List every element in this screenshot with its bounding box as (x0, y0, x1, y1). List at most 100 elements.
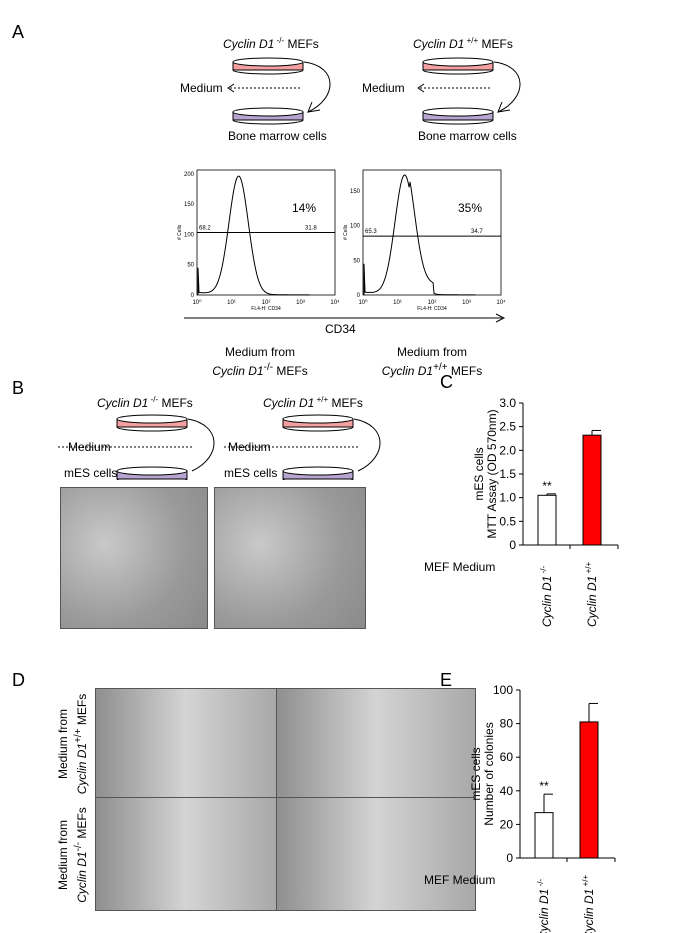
y-axis-label: MTT Assay (OD 570nm) (485, 409, 499, 538)
dish-icon (282, 414, 354, 424)
y-tick-label: 50 (353, 258, 360, 264)
bottom-label: Bone marrow cells (228, 129, 327, 143)
plate-wildtype-medium (95, 688, 277, 798)
bar-2 (582, 434, 602, 546)
bar-1 (534, 812, 554, 859)
panel-label-e: E (440, 670, 453, 690)
d-label-mefs: MEFs (75, 693, 89, 726)
significance-label: ** (539, 779, 549, 793)
colonies-wildtype-medium (276, 688, 476, 798)
cd34-label: CD34 (325, 322, 356, 336)
bar-1 (537, 494, 557, 546)
caption-right: Medium from Cyclin D1+/+ MEFs (362, 345, 502, 379)
x-axis-label: MEF Medium (424, 873, 495, 887)
x-axis-label: FL4-H: CD34 (417, 306, 447, 312)
micrograph-wildtype (214, 487, 366, 629)
y-axis-label: mES cells (472, 447, 486, 500)
flow-histograms: 0 50 100 150 200 10⁰ 10¹ 10² 10³ 10⁴ FL4-H: CD34 # … (177, 169, 506, 312)
caption-sup: -/- (263, 362, 274, 373)
x-tick-label: 10² (428, 300, 437, 306)
chart-c: 0 0.5 1.0 1.5 2.0 2.5 3.0 mES cells MTT Assay (O… (424, 396, 619, 627)
caption-sup: +/+ (433, 362, 448, 373)
y-tick-label: 3.0 (499, 396, 516, 410)
schematics: Cyclin D1 -/- MEFs Medium Bone marrow cell… (57, 36, 521, 480)
y-tick-label: 0 (357, 293, 361, 299)
dish-icon (116, 466, 188, 476)
y-tick-label: 150 (184, 202, 195, 208)
x-tick-label: 10⁰ (358, 299, 368, 306)
panel-label-b: B (12, 378, 25, 398)
y-axis-label: # Cells (177, 224, 183, 240)
caption-text: Medium from (396, 345, 467, 359)
medium-label: Medium (228, 440, 271, 454)
x-tick-label: 10⁰ (192, 299, 202, 306)
gate-right-value: 34.7 (471, 229, 483, 235)
dish-icon (282, 466, 354, 476)
y-tick-label: 80 (500, 717, 514, 731)
schematic-title: Cyclin D1 +/+ MEFs (413, 36, 513, 51)
plate-knockout-medium (95, 797, 277, 911)
colonies-knockout-medium (276, 797, 476, 911)
x-axis-label: FL4-H: CD34 (251, 306, 281, 312)
y-tick-label: 0 (509, 538, 516, 552)
histogram-curve (363, 174, 476, 296)
significance-label: ** (542, 479, 552, 493)
schematic-title: Cyclin D1 -/- MEFs (223, 36, 319, 51)
medium-label: Medium (180, 81, 223, 95)
histogram-curve (197, 175, 310, 296)
d-label-sup: -/- (73, 841, 84, 852)
y-tick-label: 20 (500, 817, 514, 831)
caption-text: Medium from (224, 345, 295, 359)
dish-icon (232, 107, 304, 117)
caption-mefs: MEFs (450, 364, 483, 378)
gate-right-value: 31.8 (305, 226, 317, 232)
y-tick-label: 100 (184, 232, 195, 238)
y-tick-label: 0.5 (499, 514, 516, 528)
y-axis-label: # Cells (343, 224, 349, 240)
transfer-arrow (187, 418, 215, 472)
percent-label: 14% (292, 201, 316, 215)
x-tick-label: 10² (262, 300, 271, 306)
d-label-top: Medium from Cyclin D1+/+ MEFs (56, 689, 90, 799)
medium-label: Medium (68, 440, 111, 454)
transfer-arrow (303, 61, 331, 113)
gate-left-value: 68.2 (199, 226, 211, 232)
d-label-bottom: Medium from Cyclin D1-/- MEFs (56, 800, 90, 910)
chart-e: 0 20 40 60 80 100 mES cells Number of colonies M… (424, 683, 616, 933)
transfer-arrow (353, 418, 381, 472)
d-label-genotype: Cyclin D1 (75, 742, 89, 795)
y-tick-label: 1.5 (499, 467, 516, 481)
caption-genotype: Cyclin D1 (381, 364, 434, 378)
bottom-label: Bone marrow cells (418, 129, 517, 143)
x-tick-label: 10³ (296, 300, 305, 306)
panel-label-d: D (12, 670, 25, 690)
category-label: Cyclin D1 -/- (536, 879, 551, 933)
medium-label: Medium (362, 81, 405, 95)
d-label-text: Medium from (56, 709, 70, 780)
y-tick-label: 40 (500, 784, 514, 798)
category-label: Cyclin D1 -/- (539, 566, 554, 627)
y-axis-label: mES cells (469, 747, 483, 800)
panel-label-c: C (440, 372, 453, 392)
y-tick-label: 1.0 (499, 491, 516, 505)
percent-label: 35% (458, 201, 482, 215)
x-tick-label: 10³ (462, 300, 471, 306)
y-tick-label: 150 (350, 189, 361, 195)
d-label-text: Medium from (56, 820, 70, 891)
bar-2 (579, 721, 599, 859)
histogram-1: 0 50 100 150 200 10⁰ 10¹ 10² 10³ 10⁴ FL4-H: CD34 # … (177, 169, 340, 312)
dish-icon (116, 414, 188, 424)
y-tick-label: 100 (350, 224, 361, 230)
caption-left: Medium from Cyclin D1-/- MEFs (190, 345, 330, 379)
caption-mefs: MEFs (276, 364, 308, 378)
y-tick-label: 100 (493, 683, 513, 697)
y-tick-label: 60 (500, 750, 514, 764)
category-label: Cyclin D1 +/+ (584, 562, 599, 627)
y-axis-label: Number of colonies (482, 722, 496, 825)
x-axis-label: MEF Medium (424, 560, 495, 574)
dish-icon (422, 57, 494, 67)
dish-icon (422, 107, 494, 117)
dish-icon (232, 57, 304, 67)
d-label-genotype: Cyclin D1 (75, 851, 89, 903)
